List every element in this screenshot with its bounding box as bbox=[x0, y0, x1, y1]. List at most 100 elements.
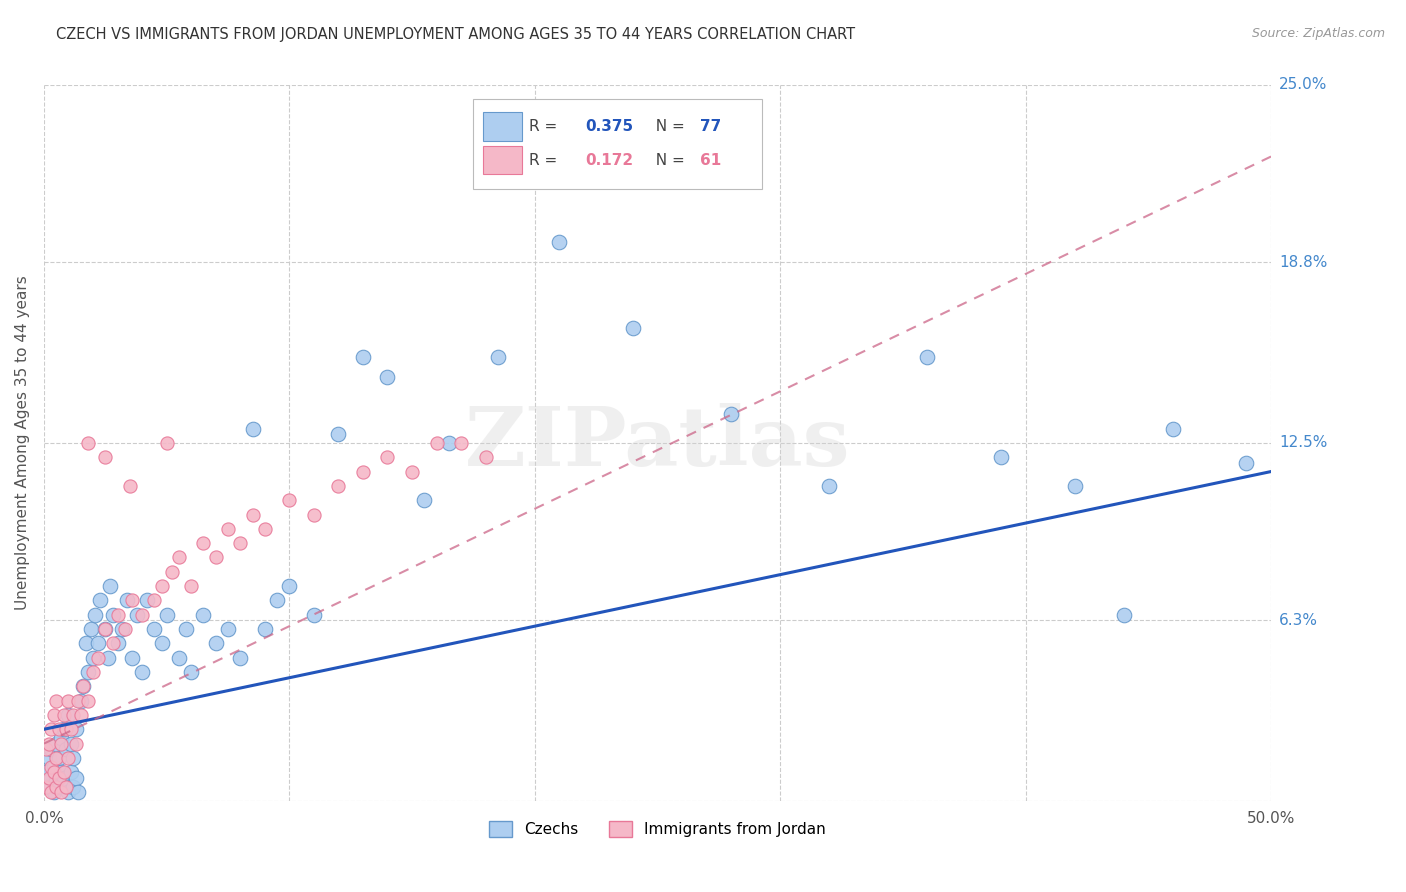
Point bbox=[58, 751, 80, 765]
Point bbox=[52, 771, 75, 785]
Point bbox=[486, 350, 509, 364]
Text: R =: R = bbox=[529, 119, 562, 134]
Point bbox=[45, 751, 67, 765]
Point bbox=[67, 693, 90, 707]
Point bbox=[217, 622, 239, 636]
Point bbox=[38, 771, 60, 785]
Point bbox=[107, 636, 129, 650]
Point bbox=[39, 771, 62, 785]
Point bbox=[548, 235, 571, 250]
Point bbox=[89, 593, 111, 607]
Point bbox=[193, 536, 215, 550]
Point bbox=[39, 742, 62, 756]
Point bbox=[101, 636, 124, 650]
Point bbox=[69, 693, 91, 707]
Point bbox=[121, 593, 143, 607]
Point bbox=[160, 565, 183, 579]
Point bbox=[55, 742, 77, 756]
Point bbox=[127, 607, 149, 622]
Point bbox=[474, 450, 496, 465]
Point bbox=[94, 622, 117, 636]
Point bbox=[67, 785, 90, 799]
Point bbox=[38, 780, 60, 794]
Point bbox=[38, 751, 60, 765]
Point bbox=[720, 407, 742, 421]
Point bbox=[204, 550, 226, 565]
Point bbox=[42, 785, 65, 799]
Point bbox=[266, 593, 288, 607]
Point bbox=[39, 759, 62, 773]
Point bbox=[278, 579, 301, 593]
Point bbox=[62, 780, 84, 794]
Text: 6.3%: 6.3% bbox=[1279, 613, 1319, 628]
Point bbox=[242, 508, 264, 522]
Point bbox=[131, 607, 153, 622]
Point bbox=[155, 607, 177, 622]
Point bbox=[136, 593, 159, 607]
Text: N =: N = bbox=[647, 153, 690, 168]
Point bbox=[65, 723, 87, 737]
Point bbox=[42, 708, 65, 723]
Point bbox=[59, 765, 82, 780]
Text: 12.5%: 12.5% bbox=[1279, 435, 1327, 450]
Point bbox=[352, 465, 374, 479]
Point bbox=[401, 465, 423, 479]
Point bbox=[167, 650, 190, 665]
Point bbox=[52, 765, 75, 780]
Point bbox=[302, 607, 325, 622]
Point bbox=[114, 622, 136, 636]
Text: R =: R = bbox=[529, 153, 562, 168]
Point bbox=[39, 785, 62, 799]
Point bbox=[242, 421, 264, 435]
Point bbox=[1161, 421, 1184, 435]
Text: 18.8%: 18.8% bbox=[1279, 255, 1327, 270]
Point bbox=[65, 771, 87, 785]
Point bbox=[79, 622, 101, 636]
Point bbox=[59, 737, 82, 751]
Point bbox=[180, 665, 202, 679]
Point bbox=[118, 479, 141, 493]
Point bbox=[82, 650, 104, 665]
Point bbox=[77, 436, 100, 450]
Point bbox=[52, 723, 75, 737]
Point bbox=[48, 751, 70, 765]
Point bbox=[49, 731, 72, 745]
Point bbox=[97, 650, 120, 665]
Text: 25.0%: 25.0% bbox=[1279, 78, 1327, 93]
Text: Source: ZipAtlas.com: Source: ZipAtlas.com bbox=[1251, 27, 1385, 40]
FancyBboxPatch shape bbox=[484, 145, 523, 175]
Text: N =: N = bbox=[647, 119, 690, 134]
Point bbox=[426, 436, 449, 450]
Point bbox=[94, 450, 117, 465]
Point bbox=[48, 723, 70, 737]
Point bbox=[413, 493, 436, 508]
Point bbox=[143, 593, 166, 607]
Point bbox=[818, 479, 841, 493]
Legend: Czechs, Immigrants from Jordan: Czechs, Immigrants from Jordan bbox=[482, 815, 832, 843]
Point bbox=[150, 579, 173, 593]
Text: 0.375: 0.375 bbox=[585, 119, 633, 134]
Point bbox=[450, 436, 472, 450]
Point bbox=[55, 780, 77, 794]
Point bbox=[193, 607, 215, 622]
Point bbox=[49, 785, 72, 799]
Point bbox=[107, 607, 129, 622]
Point bbox=[72, 679, 94, 693]
Point bbox=[1236, 456, 1258, 470]
Point bbox=[155, 436, 177, 450]
Point bbox=[77, 665, 100, 679]
Point bbox=[45, 773, 67, 788]
Point bbox=[302, 508, 325, 522]
Point bbox=[229, 650, 252, 665]
Point bbox=[101, 607, 124, 622]
Text: CZECH VS IMMIGRANTS FROM JORDAN UNEMPLOYMENT AMONG AGES 35 TO 44 YEARS CORRELATI: CZECH VS IMMIGRANTS FROM JORDAN UNEMPLOY… bbox=[56, 27, 855, 42]
Point bbox=[48, 771, 70, 785]
Point bbox=[42, 759, 65, 773]
Point bbox=[82, 665, 104, 679]
Point bbox=[1063, 479, 1085, 493]
Point bbox=[328, 479, 350, 493]
Point bbox=[35, 780, 58, 794]
Text: 77: 77 bbox=[700, 119, 721, 134]
Y-axis label: Unemployment Among Ages 35 to 44 years: Unemployment Among Ages 35 to 44 years bbox=[15, 276, 30, 610]
Point bbox=[131, 665, 153, 679]
